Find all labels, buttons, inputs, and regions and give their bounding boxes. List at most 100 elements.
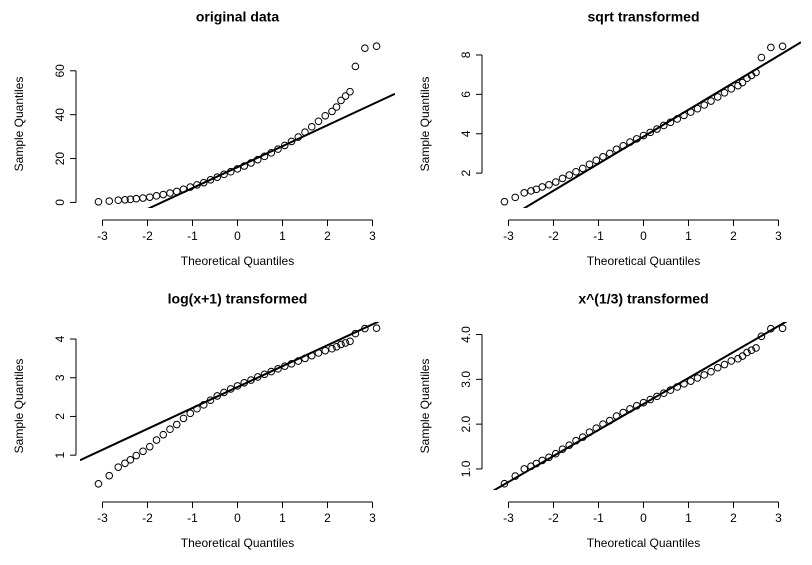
point: [114, 463, 123, 471]
x-axis-label: Theoretical Quantiles: [181, 536, 294, 550]
point: [145, 193, 154, 201]
point: [145, 442, 154, 451]
point: [551, 449, 560, 458]
point: [599, 420, 607, 428]
point: [213, 392, 222, 400]
point: [639, 398, 648, 407]
point: [301, 354, 309, 363]
qq-line: [80, 322, 380, 462]
point: [619, 408, 628, 417]
point: [585, 160, 594, 169]
point: [500, 479, 509, 488]
qq-line: [147, 92, 395, 208]
y-axis-label: Sample Quantiles: [418, 77, 432, 172]
y-tick-label: 6: [459, 91, 473, 98]
point: [572, 167, 580, 176]
point: [619, 141, 628, 150]
x-tick-label: 2: [730, 229, 737, 243]
point: [152, 436, 161, 444]
point: [757, 53, 766, 62]
point: [247, 376, 255, 384]
point: [172, 187, 181, 196]
point: [632, 135, 641, 143]
point: [646, 395, 655, 404]
point: [105, 471, 114, 480]
point: [538, 456, 547, 465]
panel-title: sqrt transformed: [587, 9, 699, 25]
point: [752, 344, 760, 352]
point: [747, 346, 756, 355]
panel: log(x+1) transformed Theoretical Quantile…: [12, 291, 381, 550]
point: [738, 78, 747, 87]
x-tick-label: 0: [640, 229, 647, 243]
point: [94, 480, 103, 488]
point: [511, 193, 520, 202]
point: [94, 197, 103, 206]
panel: x^(1/3) transformed Theoretical Quantiles…: [418, 291, 788, 550]
point: [346, 337, 354, 346]
point: [520, 189, 529, 197]
point: [287, 137, 296, 146]
point: [280, 362, 289, 370]
point: [538, 183, 547, 191]
point: [341, 92, 350, 100]
point: [551, 178, 560, 186]
point: [592, 156, 601, 165]
point: [653, 125, 661, 133]
point: [307, 122, 316, 131]
point: [673, 383, 682, 391]
point: [361, 324, 369, 333]
point: [605, 149, 614, 158]
point: [267, 367, 276, 376]
point: [267, 149, 276, 157]
point: [240, 162, 249, 170]
point: [653, 392, 661, 401]
point: [159, 430, 168, 439]
point: [240, 378, 249, 387]
point: [105, 197, 114, 205]
point: [599, 152, 607, 161]
point: [767, 324, 775, 333]
point: [693, 374, 702, 382]
x-tick-label: -3: [503, 511, 514, 525]
point: [307, 351, 316, 360]
point: [274, 145, 282, 153]
point: [700, 101, 709, 109]
point: [727, 85, 736, 93]
point: [565, 441, 574, 449]
x-tick-label: -1: [187, 511, 198, 525]
point: [337, 96, 345, 105]
y-axis-label: Sample Quantiles: [12, 77, 26, 172]
x-tick-label: 2: [730, 511, 737, 525]
point: [159, 190, 168, 199]
point: [280, 141, 289, 150]
point: [328, 344, 336, 353]
point: [328, 107, 336, 116]
point: [179, 414, 188, 423]
x-axis-label: Theoretical Quantiles: [181, 254, 294, 268]
point: [233, 382, 242, 390]
point: [700, 371, 709, 379]
x-tick-label: 3: [369, 511, 376, 525]
x-axis-label: Theoretical Quantiles: [587, 536, 700, 550]
point: [707, 97, 715, 105]
point: [626, 138, 634, 146]
x-tick-label: 0: [640, 511, 647, 525]
point: [139, 447, 147, 456]
y-tick-label: 3: [53, 374, 67, 381]
point: [247, 159, 255, 167]
point: [713, 93, 722, 101]
point: [114, 196, 123, 205]
point: [126, 195, 135, 204]
y-tick-label: 20: [53, 152, 67, 166]
x-tick-label: -1: [593, 511, 604, 525]
point: [351, 329, 360, 338]
point: [206, 396, 215, 404]
point: [193, 404, 201, 413]
x-tick-label: -2: [142, 511, 153, 525]
point: [532, 459, 541, 468]
point: [372, 324, 381, 332]
point: [220, 388, 228, 397]
x-tick-label: -2: [548, 511, 559, 525]
